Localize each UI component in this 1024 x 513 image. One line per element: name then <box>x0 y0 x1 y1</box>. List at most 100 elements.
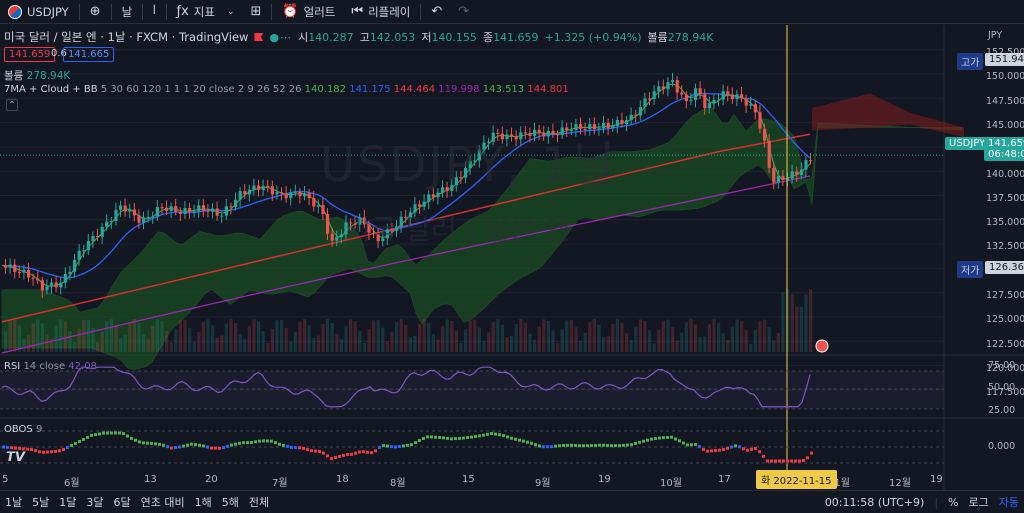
range-button[interactable]: 1해 <box>194 496 212 509</box>
collapse-legend-button[interactable]: ⌃ <box>6 99 18 111</box>
range-button[interactable]: 6달 <box>113 496 131 509</box>
candle-body <box>238 191 242 200</box>
volume-bar <box>293 332 297 352</box>
obos-mark <box>414 441 417 445</box>
candle-body <box>790 171 794 179</box>
volume-legend[interactable]: 볼륨 278.94K <box>4 68 70 83</box>
volume-bar <box>454 330 458 352</box>
volume-bar <box>188 328 192 352</box>
range-button[interactable]: 5해 <box>221 496 239 509</box>
candle-body <box>201 205 205 211</box>
candle-body <box>648 98 652 100</box>
volume-bar <box>459 343 463 352</box>
obos-mark <box>550 445 553 449</box>
obos-mark <box>762 454 765 458</box>
volume-bar <box>358 330 362 352</box>
sell-button[interactable]: 141.659 <box>4 47 56 62</box>
range-button[interactable]: 전체 <box>248 496 270 509</box>
indicator-legend[interactable]: 7MA + Cloud + BB 5 30 60 120 1 1 1 20 cl… <box>4 84 569 95</box>
obos-mark <box>442 436 445 440</box>
indicators-button[interactable]: ƒx 지표 ⌄ <box>169 0 243 24</box>
candle-body <box>712 99 716 104</box>
bottom-toolbar: 1날 5날 1달 3달 6달 연초 대비 1해 5해 전체 00:11:58 (UTC+9) |… <box>0 490 1024 513</box>
obos-mark <box>606 443 609 447</box>
range-button[interactable]: 1날 <box>5 496 23 509</box>
obos-mark <box>366 450 369 454</box>
candle-body <box>666 82 670 90</box>
candle-body <box>588 124 592 130</box>
volume-bar <box>795 306 799 352</box>
candle-body <box>8 264 12 268</box>
volume-bar <box>606 336 610 352</box>
volume-bar <box>146 338 150 352</box>
candle-body <box>537 129 541 133</box>
obos-mark <box>242 441 245 445</box>
candle-body <box>615 119 619 127</box>
candle-body <box>36 278 40 281</box>
volume-bar <box>772 340 776 352</box>
candle-body <box>675 80 679 93</box>
obos-mark <box>666 435 669 439</box>
obos-mark <box>6 445 9 449</box>
obos-mark <box>774 459 777 463</box>
obos-mark <box>766 459 769 463</box>
redo-icon: ↷ <box>458 4 470 19</box>
alert-button[interactable]: ⏰ 얼러트 <box>274 0 343 24</box>
candle-body <box>473 160 477 162</box>
rsi-band <box>0 371 944 409</box>
volume-bar <box>763 319 767 352</box>
chart-canvas[interactable] <box>0 25 1024 490</box>
obos-mark <box>498 433 501 437</box>
candle-body <box>634 114 638 116</box>
layout-templates-button[interactable]: ⊞ <box>243 0 270 24</box>
log-button[interactable]: 로그 <box>968 496 989 509</box>
candle-body <box>261 185 265 190</box>
volume-bar <box>270 328 274 352</box>
range-button[interactable]: 연초 대비 <box>140 496 185 509</box>
obos-mark <box>238 441 241 445</box>
range-button[interactable]: 1달 <box>59 496 77 509</box>
volume-bar <box>427 322 431 352</box>
rsi-legend[interactable]: RSI 14 close 42.08 <box>4 361 97 372</box>
auto-button[interactable]: 자동 <box>998 496 1019 509</box>
volume-bar <box>418 323 422 352</box>
obos-mark <box>258 439 261 443</box>
obos-mark <box>26 447 29 451</box>
candle-body <box>740 94 744 99</box>
symbol-search-button[interactable]: USDJPY <box>0 0 77 24</box>
obos-mark <box>246 441 249 445</box>
flag-icon[interactable] <box>254 33 264 41</box>
event-flag-icon <box>815 339 829 353</box>
countdown: 06:48:02 <box>988 149 1024 160</box>
percent-button[interactable]: % <box>948 495 959 509</box>
range-button[interactable]: 5날 <box>32 496 50 509</box>
market-status-icon[interactable]: ●⋯ <box>269 30 293 44</box>
obos-mark <box>466 436 469 440</box>
buy-button[interactable]: 141.665 <box>63 47 115 62</box>
separator <box>78 3 80 20</box>
obos-legend[interactable]: OBOS 9 <box>4 424 42 435</box>
candle-body <box>22 269 26 273</box>
volume-bar <box>192 341 196 352</box>
candle-body <box>606 122 610 129</box>
chart-type-button[interactable]: 𝍩 <box>145 0 163 24</box>
undo-button[interactable]: ↶ <box>423 0 450 24</box>
obos-mark <box>110 431 113 435</box>
candle-body <box>109 220 113 222</box>
candle-body <box>620 119 624 125</box>
clock-button[interactable]: 00:11:58 (UTC+9) <box>824 495 925 509</box>
candle-body <box>464 167 468 178</box>
candle-body <box>468 160 472 168</box>
volume-bar <box>330 322 334 352</box>
volume-bar <box>174 328 178 352</box>
chart-area[interactable] <box>0 25 1024 490</box>
tradingview-logo[interactable]: 𝙏𝙑 <box>6 450 25 465</box>
replay-button[interactable]: ⏮ 리플레이 <box>343 0 418 24</box>
candle-body <box>165 207 169 211</box>
obos-mark <box>458 436 461 440</box>
candle-body <box>178 211 182 214</box>
obos-mark <box>170 446 173 450</box>
compare-symbol-button[interactable]: ⊕ <box>82 0 109 24</box>
interval-button[interactable]: 날 <box>114 0 141 24</box>
range-button[interactable]: 3달 <box>86 496 104 509</box>
